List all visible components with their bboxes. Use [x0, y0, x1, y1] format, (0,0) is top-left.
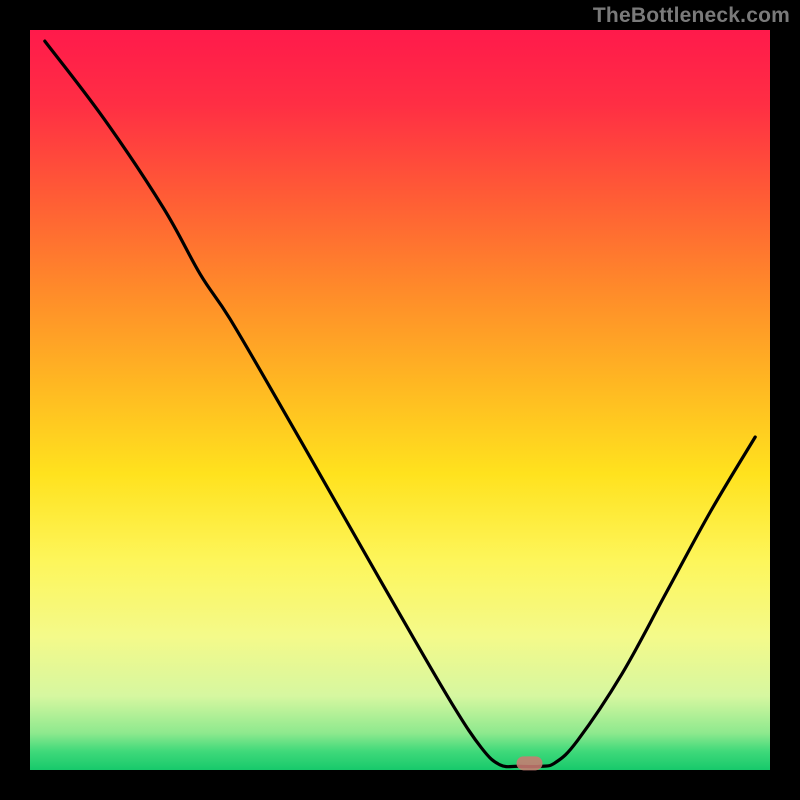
chart-gradient-background	[30, 30, 770, 770]
bottleneck-curve-chart	[0, 0, 800, 800]
watermark-text: TheBottleneck.com	[593, 4, 790, 28]
chart-container: TheBottleneck.com	[0, 0, 800, 800]
optimal-point-marker	[517, 756, 543, 770]
